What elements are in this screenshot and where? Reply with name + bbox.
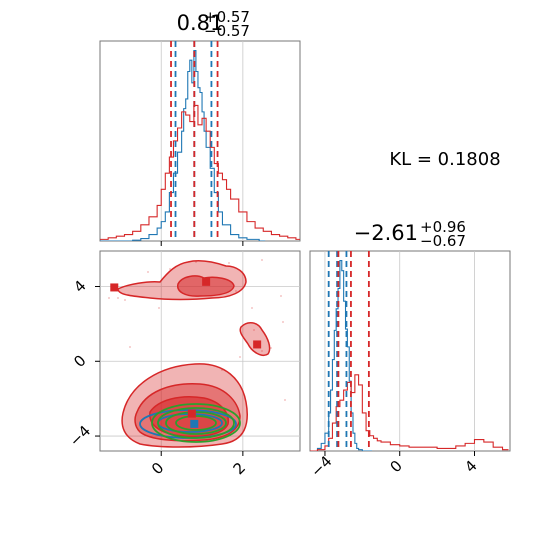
mode-marker [187, 409, 196, 418]
green-contour-1 [151, 403, 241, 443]
x-tick-label: 0 [386, 457, 405, 476]
y-tick-label: 4 [70, 277, 89, 296]
histogram-title-param2: −2.61 [354, 221, 418, 245]
title-median: −2.61 [354, 221, 418, 245]
kl-annotation: KL = 0.1808 [389, 149, 500, 170]
title-plus-param1: +0.57 [204, 8, 250, 26]
y-tick-label: −4 [66, 422, 94, 450]
green-contour-3 [165, 411, 227, 435]
histogram-series [310, 259, 509, 451]
histogram-step-line [310, 374, 509, 451]
mode-markers [110, 277, 262, 428]
green-contour-2 [157, 407, 235, 439]
panel-frame [99, 40, 301, 242]
histogram-panel-param2: −4 0 4 [307, 250, 511, 481]
y-tick-label: 0 [70, 352, 89, 371]
mode-marker [190, 419, 199, 428]
red-contour-inner-upper [177, 275, 235, 297]
grid-lines [324, 251, 475, 451]
histogram-panel-param1 [99, 40, 301, 246]
title-minus-param2: −0.67 [420, 232, 466, 250]
green-contour-4 [175, 415, 217, 431]
histogram-step-line [100, 49, 266, 241]
mode-marker [110, 283, 119, 292]
mode-marker [253, 340, 262, 349]
histogram-series [100, 49, 300, 241]
x-tick-label: 4 [461, 457, 480, 476]
histogram-step-line [100, 104, 300, 240]
title-median: 0.81 [177, 11, 224, 35]
x-tick-label: −4 [307, 452, 335, 480]
quantile-lines [170, 41, 219, 241]
contour-panel: 0 2 −4 0 4 [66, 250, 301, 478]
histogram-title-param1: 0.81 [177, 11, 224, 35]
x-tick-label: 0 [148, 459, 167, 478]
title-plus-param2: +0.96 [420, 218, 466, 236]
red-contour-blob-right [239, 322, 271, 356]
title-minus-param1: −0.57 [204, 22, 250, 40]
x-tick-label: 2 [230, 459, 249, 478]
mode-marker [202, 277, 211, 286]
scatter-points [108, 259, 286, 401]
histogram-step-line [310, 259, 373, 451]
quantile-lines [327, 251, 370, 451]
axis-ticks: −4 0 4 [307, 451, 481, 481]
grid-lines [160, 41, 244, 246]
